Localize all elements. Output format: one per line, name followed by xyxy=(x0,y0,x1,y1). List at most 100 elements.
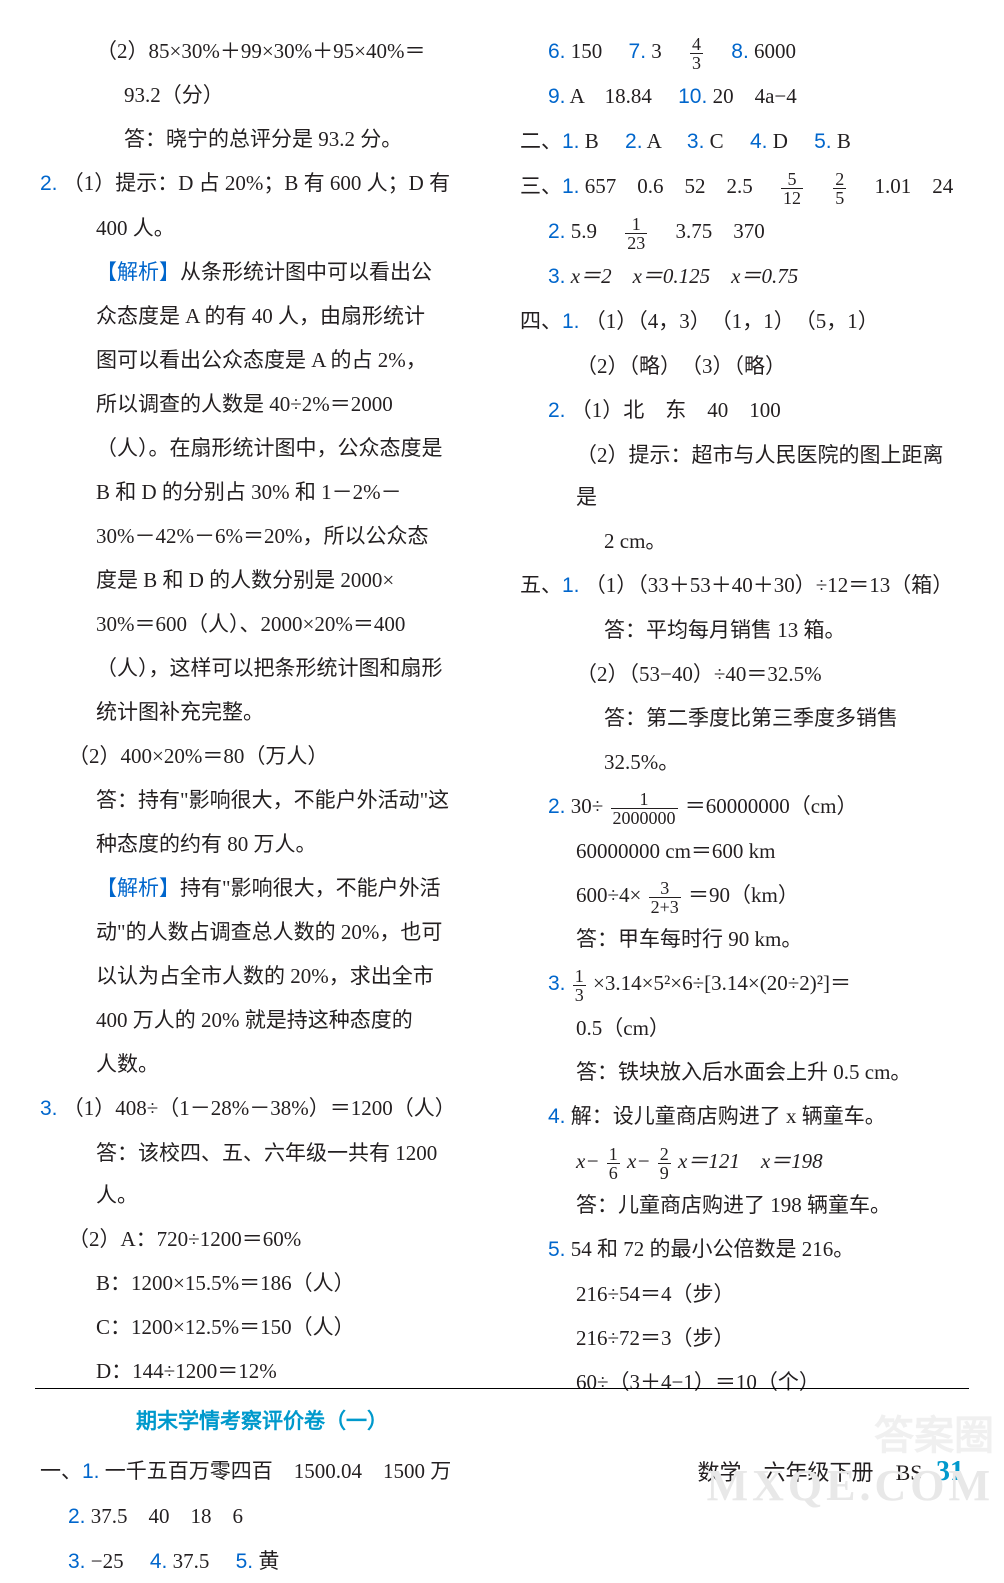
text: A xyxy=(647,129,661,153)
text-line: （2）85×30%＋99×30%＋95×40%＝ xyxy=(40,30,484,72)
analysis-label: 【解析】 xyxy=(96,260,180,284)
section-number: 四、 xyxy=(520,309,562,333)
text-line: 6. 150 7. 3 43 8. 6000 xyxy=(520,30,964,73)
text-line: 3. −25 4. 37.5 5. 黄 xyxy=(40,1540,484,1583)
fraction: 32+3 xyxy=(649,879,681,916)
question-number: 1. xyxy=(562,130,580,153)
question-number: 1. xyxy=(562,175,580,198)
text-line: x− 16 x− 29 x＝121 x＝198 xyxy=(520,1140,964,1182)
fraction: 123 xyxy=(625,215,647,252)
text: 从条形统计图中可以看出公 xyxy=(180,260,432,284)
text-line: 2 cm。 xyxy=(520,520,964,562)
text: A 18.84 xyxy=(570,84,652,108)
text: （1）提示：D 占 20%；B 有 600 人；D 有 xyxy=(63,171,450,195)
text-line: 216÷54＝4（步） xyxy=(520,1273,964,1315)
text-line: （2）提示：超市与人民医院的图上距离是 xyxy=(520,434,964,518)
text: （1）北 东 40 100 xyxy=(571,398,781,422)
question-number: 6. xyxy=(548,40,566,63)
text-line: （2）A：720÷1200＝60% xyxy=(40,1218,484,1260)
text-line: D：144÷1200＝12% xyxy=(40,1350,484,1392)
question-number: 1. xyxy=(562,310,580,333)
text-line: 3. 13 ×3.14×5²×6÷[3.14×(20÷2)²]＝ xyxy=(520,962,964,1005)
question-number: 4. xyxy=(750,130,768,153)
text: 150 xyxy=(571,39,603,63)
text: 54 和 72 的最小公倍数是 216。 xyxy=(571,1237,855,1261)
text: 657 0.6 52 2.5 xyxy=(585,174,774,198)
text: x− xyxy=(627,1149,651,1173)
text-line: 答：第二季度比第三季度多销售 xyxy=(520,697,964,739)
section-number: 一、 xyxy=(40,1459,82,1483)
text-line: 答：晓宁的总评分是 93.2 分。 xyxy=(40,118,484,160)
text-line: B 和 D 的分别占 30% 和 1－2%－ xyxy=(40,471,484,513)
text-line: 答：儿童商店购进了 198 辆童车。 xyxy=(520,1184,964,1226)
text-line: 60000000 cm＝600 km xyxy=(520,830,964,872)
fraction: 512 xyxy=(781,170,803,207)
text: x＝121 x＝198 xyxy=(678,1149,823,1173)
question-number: 3. xyxy=(548,265,566,288)
footer-edition: BS xyxy=(896,1460,923,1485)
section-number: 二、 xyxy=(520,129,562,153)
text-line: 二、1. B 2. A 3. C 4. D 5. B xyxy=(520,120,964,163)
text-line: 60÷（3＋4−1）＝10（个） xyxy=(520,1361,964,1403)
question-number: 5. xyxy=(236,1550,254,1573)
question-number: 2. xyxy=(548,220,566,243)
question-number: 2. xyxy=(40,172,58,195)
text: −25 xyxy=(91,1549,124,1573)
text-line: 4. 解：设儿童商店购进了 x 辆童车。 xyxy=(520,1095,964,1138)
text: 3.75 370 xyxy=(655,219,765,243)
text-line: 度是 B 和 D 的人数分别是 2000× xyxy=(40,559,484,601)
text-line: 所以调查的人数是 40÷2%＝2000 xyxy=(40,383,484,425)
question-number: 2. xyxy=(625,130,643,153)
left-column: （2）85×30%＋99×30%＋95×40%＝ 93.2（分） 答：晓宁的总评… xyxy=(30,30,502,1420)
question-number: 3. xyxy=(687,130,705,153)
fraction: 13 xyxy=(573,967,586,1004)
question-number: 1. xyxy=(82,1460,100,1483)
question-number: 1. xyxy=(562,574,580,597)
text-line: 216÷72＝3（步） xyxy=(520,1317,964,1359)
question-number: 3. xyxy=(40,1097,58,1120)
question-number: 5. xyxy=(548,1238,566,1261)
text: （1）（4，3） （1，1） （5，1） xyxy=(585,309,879,333)
text: 黄 xyxy=(258,1549,279,1573)
text: 解：设儿童商店购进了 x 辆童车。 xyxy=(571,1104,886,1128)
text-line: 答：甲车每时行 90 km。 xyxy=(520,918,964,960)
text-line: 3. x＝2 x＝0.125 x＝0.75 xyxy=(520,255,964,298)
text-line: C：1200×12.5%＝150（人） xyxy=(40,1306,484,1348)
question-number: 2. xyxy=(548,795,566,818)
text-line: 2. 5.9 123 3.75 370 xyxy=(520,210,964,253)
question-number: 8. xyxy=(731,40,749,63)
text-line: （人），这样可以把条形统计图和扇形 xyxy=(40,647,484,689)
question-number: 7. xyxy=(629,40,647,63)
text-line: B：1200×15.5%＝186（人） xyxy=(40,1262,484,1304)
text: B xyxy=(837,129,851,153)
text: 37.5 xyxy=(173,1549,210,1573)
text-line: 30%－42%－6%＝20%，所以公众态 xyxy=(40,515,484,557)
text: 20 4a−4 xyxy=(713,84,797,108)
page-number: 31 xyxy=(936,1456,964,1487)
question-number: 5. xyxy=(814,130,832,153)
text-line: 以认为占全市人数的 20%，求出全市 xyxy=(40,955,484,997)
text-line: 图可以看出公众态度是 A 的占 2%， xyxy=(40,339,484,381)
text: 5.9 xyxy=(571,219,618,243)
text-line: （2）（53−40）÷40＝32.5% xyxy=(520,653,964,695)
fraction: 43 xyxy=(690,35,703,72)
text: 37.5 40 18 6 xyxy=(91,1504,243,1528)
text: 6000 xyxy=(754,39,796,63)
text: 3 xyxy=(651,39,683,63)
text-line: 30%＝600（人）、2000×20%＝400 xyxy=(40,603,484,645)
text-line: 400 万人的 20% 就是持这种态度的 xyxy=(40,999,484,1041)
section-number: 三、 xyxy=(520,174,562,198)
fraction: 29 xyxy=(658,1145,671,1182)
text-line: 9. A 18.84 10. 20 4a−4 xyxy=(520,75,964,118)
text-line: （人）。在扇形统计图中，公众态度是 xyxy=(40,427,484,469)
text-line: 答：铁块放入后水面会上升 0.5 cm。 xyxy=(520,1051,964,1093)
text-line: 600÷4× 32+3 ＝90（km） xyxy=(520,874,964,916)
question-number: 4. xyxy=(150,1550,168,1573)
text-line: （2）（略） （3）（略） xyxy=(520,345,964,387)
text-line: 93.2（分） xyxy=(40,74,484,116)
section-number: 五、 xyxy=(520,573,562,597)
text-line: 400 人。 xyxy=(40,207,484,249)
text-line: 一、1. 一千五百万零四百 1500.04 1500 万 xyxy=(40,1450,484,1493)
text: （1）（33＋53＋40＋30）÷12＝13（箱） xyxy=(585,573,954,597)
text-line: 0.5（cm） xyxy=(520,1007,964,1049)
